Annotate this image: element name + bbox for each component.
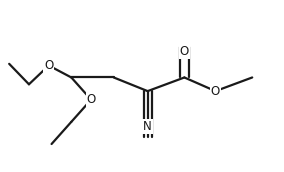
Text: O: O	[180, 45, 189, 58]
Text: O: O	[87, 93, 96, 106]
Text: N: N	[143, 120, 152, 133]
Text: O: O	[44, 59, 53, 72]
Text: O: O	[211, 85, 220, 98]
